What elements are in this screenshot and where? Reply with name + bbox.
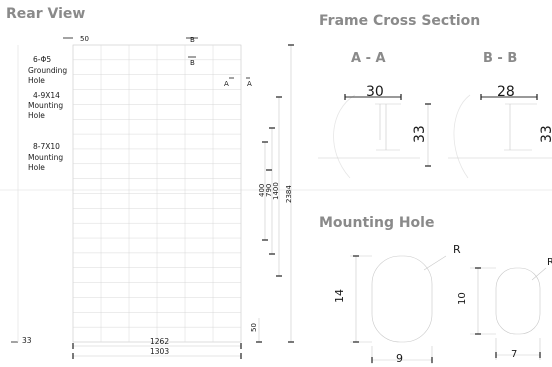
large-slot-outline xyxy=(371,255,433,343)
dim-400: 400 xyxy=(258,184,266,197)
section-b-mark-label: B xyxy=(190,59,195,67)
vertical-dimension-lines xyxy=(262,44,294,343)
svg-text:8-7X10: 8-7X10 xyxy=(33,142,60,151)
top-offset-label: 50 xyxy=(80,35,89,43)
frame-cross-section-title: Frame Cross Section xyxy=(319,13,480,29)
small-slot-outline xyxy=(495,267,541,335)
svg-text:Hole: Hole xyxy=(28,76,45,85)
large-slot-radius: R xyxy=(453,243,461,256)
section-a-a: A - A 30 33 xyxy=(318,51,431,179)
svg-text:4-9X14: 4-9X14 xyxy=(33,91,60,100)
mounting-hole-small: 10 R 7 xyxy=(457,257,552,360)
large-slot-width: 9 xyxy=(396,352,403,365)
panel-outline xyxy=(72,44,242,343)
svg-text:Mounting: Mounting xyxy=(28,153,63,162)
width-dim-1262: 1262 xyxy=(150,337,169,346)
section-b-top-label: B xyxy=(190,36,195,44)
section-a-a-height: 33 xyxy=(412,125,428,143)
section-b-b-name: B - B xyxy=(483,51,517,66)
section-b-b-height: 33 xyxy=(539,125,552,143)
section-a-right-label: A xyxy=(247,80,252,88)
dim-2384: 2384 xyxy=(285,185,293,203)
section-a-a-profile xyxy=(375,103,401,151)
section-b-b: B - B 28 33 xyxy=(448,51,552,179)
dim-790: 790 xyxy=(265,184,273,197)
svg-text:Hole: Hole xyxy=(28,111,45,120)
hole-label-mounting-small: 8-7X10 Mounting Hole xyxy=(28,142,63,172)
large-slot-height: 14 xyxy=(333,289,346,303)
rear-view-title: Rear View xyxy=(6,6,85,22)
section-b-b-width: 28 xyxy=(497,84,515,100)
dim-1400: 1400 xyxy=(272,182,280,200)
svg-text:Hole: Hole xyxy=(28,163,45,172)
bottom-offset-label: 50 xyxy=(250,323,258,332)
section-a-a-arc xyxy=(333,94,356,179)
section-b-b-arc xyxy=(453,94,471,179)
section-a-a-width: 30 xyxy=(366,84,384,100)
hole-label-grounding: 6-Φ5 Grounding Hole xyxy=(28,55,67,85)
svg-text:Grounding: Grounding xyxy=(28,66,67,75)
left-offset-label: 33 xyxy=(22,336,32,345)
mounting-hole-title: Mounting Hole xyxy=(319,215,434,231)
hole-label-mounting-large: 4-9X14 Mounting Hole xyxy=(28,91,63,120)
svg-text:Mounting: Mounting xyxy=(28,101,63,110)
section-a-left-label: A xyxy=(224,80,229,88)
small-slot-height: 10 xyxy=(457,292,468,305)
section-a-a-name: A - A xyxy=(351,51,386,66)
width-dim-1303: 1303 xyxy=(150,347,169,356)
mounting-hole-large: 14 R 9 xyxy=(333,243,461,365)
svg-text:6-Φ5: 6-Φ5 xyxy=(33,55,51,64)
section-b-b-profile xyxy=(504,103,537,151)
small-slot-width: 7 xyxy=(511,349,517,360)
panel-cell-grid xyxy=(73,45,241,342)
small-slot-radius: R xyxy=(547,257,552,268)
